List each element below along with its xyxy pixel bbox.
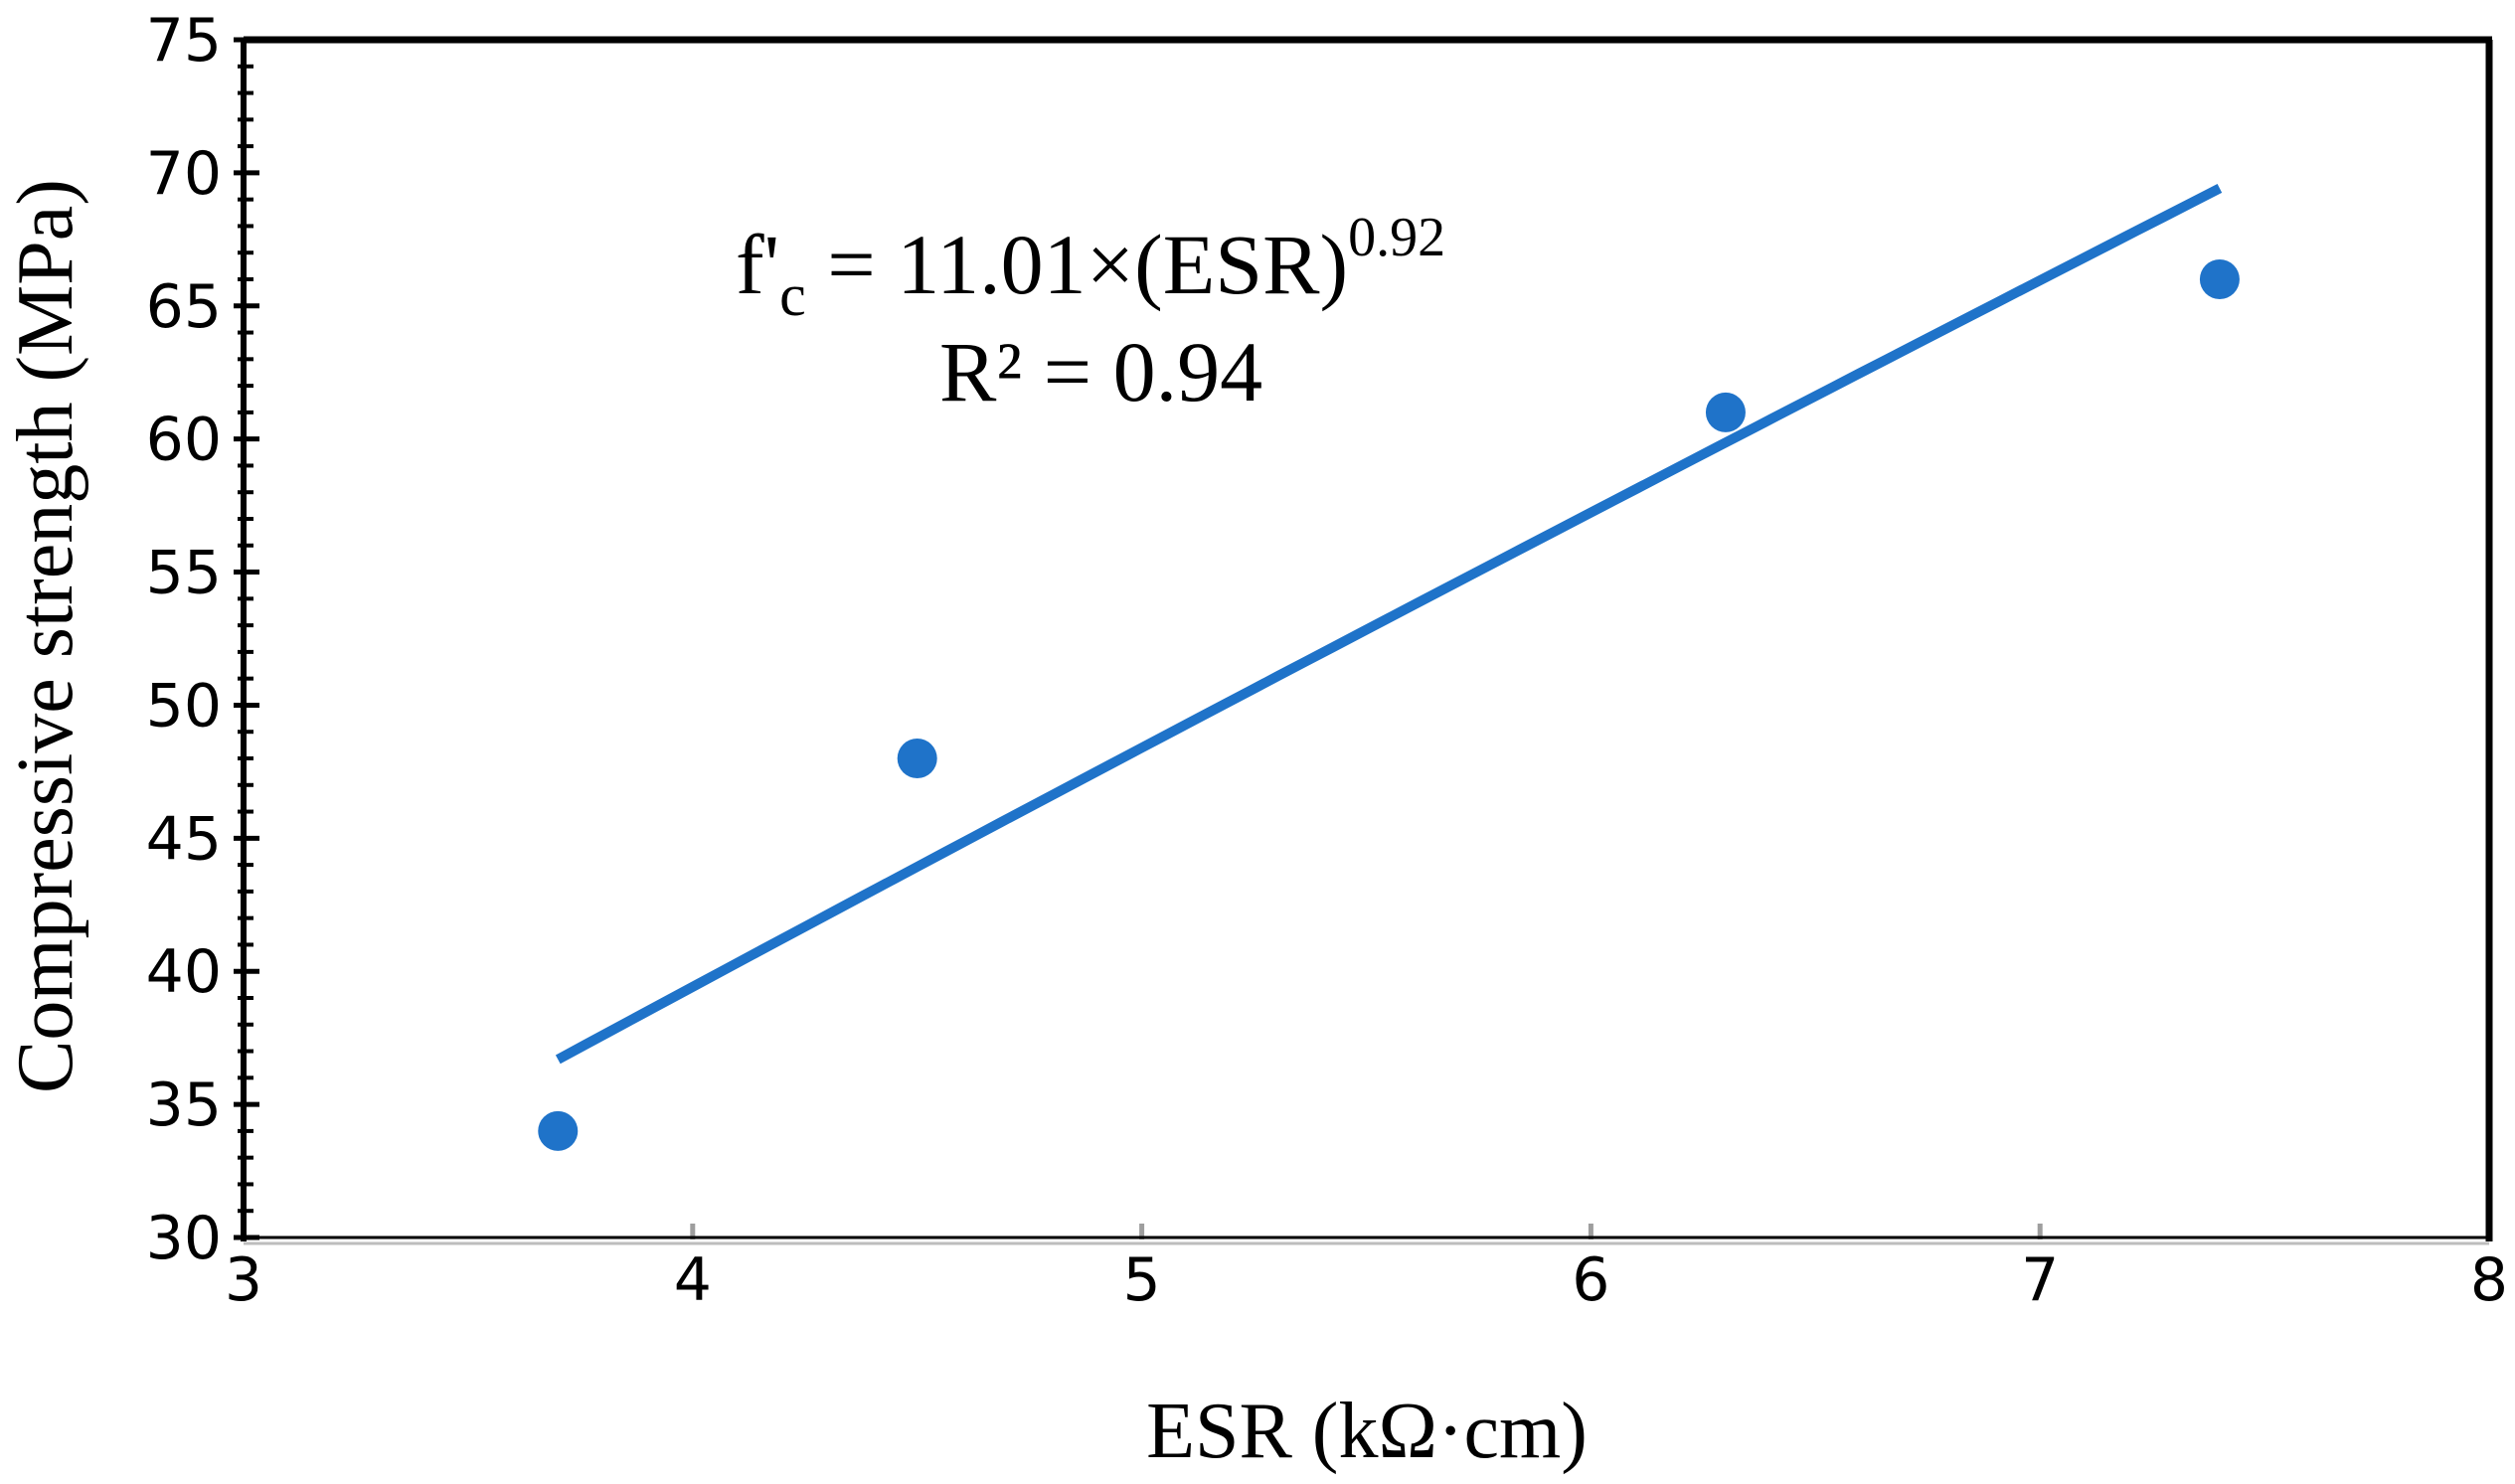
data-point — [897, 739, 937, 778]
y-tick-label: 45 — [146, 804, 222, 874]
fit-equation: f'c = 11.01×(ESR)0.92 — [736, 207, 1445, 328]
data-point — [538, 1110, 579, 1151]
r-squared-label: R² = 0.94 — [939, 324, 1262, 419]
data-point — [1705, 392, 1746, 432]
y-tick-label: 70 — [146, 139, 222, 209]
x-tick-label: 4 — [674, 1245, 712, 1315]
x-axis-title: ESR (kΩ·cm) — [1146, 1388, 1588, 1475]
y-tick-label: 35 — [146, 1071, 222, 1140]
y-tick-label: 65 — [146, 272, 222, 342]
y-tick-label: 75 — [146, 6, 222, 76]
plot-frame — [241, 36, 2493, 1245]
x-tick-label: 3 — [225, 1245, 262, 1315]
y-tick-label: 55 — [146, 539, 222, 608]
data-point — [2199, 259, 2240, 299]
x-tick-label: 6 — [1572, 1245, 1609, 1315]
plot-marks — [538, 183, 2240, 1151]
y-axis-title: Compressive strength (MPa) — [2, 179, 89, 1093]
y-tick-label: 60 — [146, 406, 222, 475]
fit-line — [555, 183, 2223, 1065]
y-tick-label: 50 — [146, 671, 222, 741]
x-axis-ticks: 3 4 5 6 7 8 — [225, 1224, 2508, 1315]
x-tick-label: 5 — [1123, 1245, 1161, 1315]
x-tick-label: 7 — [2021, 1245, 2059, 1315]
y-tick-label: 30 — [146, 1204, 222, 1273]
x-tick-label: 8 — [2470, 1245, 2508, 1315]
y-tick-label: 40 — [146, 937, 222, 1007]
